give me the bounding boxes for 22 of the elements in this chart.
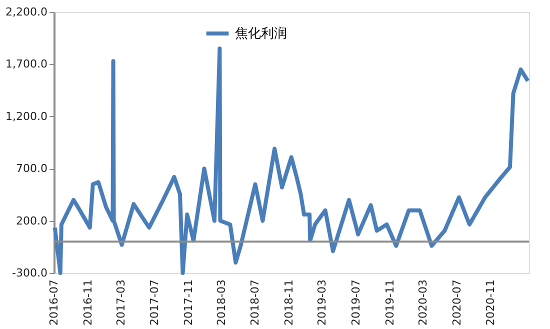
x-tick-label: 2018-03 xyxy=(215,280,228,326)
x-tick-label: 2017-03 xyxy=(114,280,128,326)
legend-label: 焦化利润 xyxy=(235,26,287,42)
y-tick-label: 1,200.0 xyxy=(6,110,48,123)
y-tick-label: 200.0 xyxy=(16,214,48,228)
x-tick-label: 2017-07 xyxy=(148,280,162,326)
x-tick-label: 2017-11 xyxy=(182,280,196,326)
x-tick-label: 2020-11 xyxy=(484,280,498,326)
x-tick-label: 2016-11 xyxy=(81,280,94,326)
y-tick-label: 700.0 xyxy=(16,162,48,176)
x-tick-label: 2018-11 xyxy=(282,280,296,326)
x-tick-label: 2019-03 xyxy=(316,280,329,326)
x-tick-label: 2020-03 xyxy=(416,280,430,326)
y-tick-label: -300.0 xyxy=(12,266,48,280)
line-series xyxy=(52,46,530,275)
y-tick-label: 2,200.0 xyxy=(6,6,48,18)
x-tick-label: 2019-07 xyxy=(349,280,362,326)
x-tick-label: 2020-07 xyxy=(450,280,464,326)
x-tick-label: 2016-07 xyxy=(48,280,60,326)
x-tick-label: 2019-11 xyxy=(383,280,396,326)
y-tick-label: 1,700.0 xyxy=(6,58,48,71)
x-tick-label: 2018-07 xyxy=(248,280,262,326)
